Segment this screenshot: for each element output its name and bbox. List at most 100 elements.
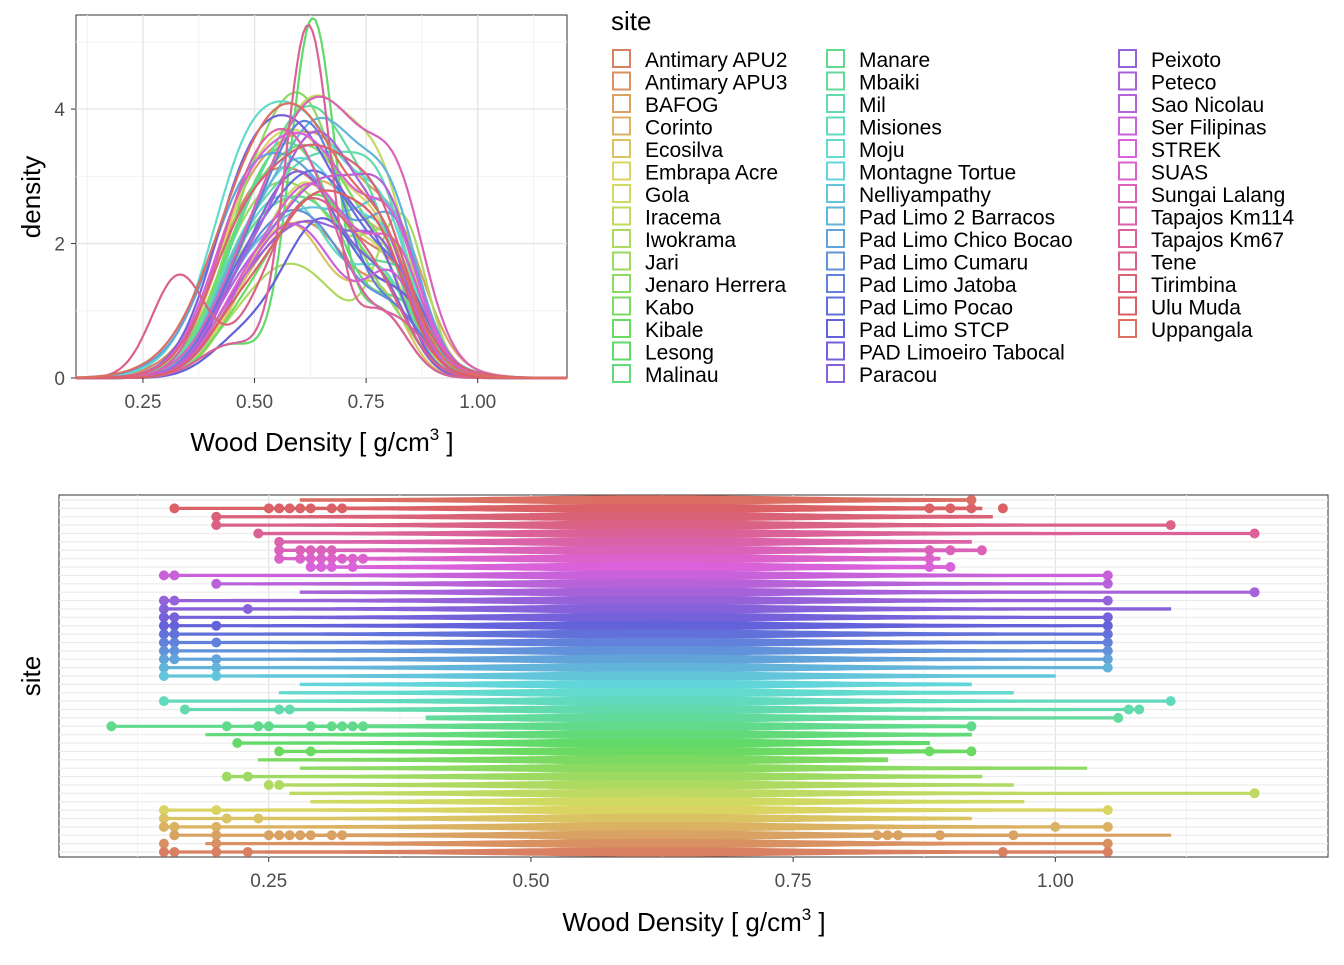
legend-label: Antimary APU2 (645, 49, 787, 72)
legend-swatch (826, 319, 845, 338)
legend-swatch (612, 71, 631, 91)
outlier-point (1102, 620, 1113, 631)
outlier-point (274, 553, 285, 564)
outlier-point (263, 780, 274, 790)
violin-shape (278, 553, 941, 564)
violin-shape (257, 755, 888, 765)
outlier-point (337, 503, 348, 514)
legend-swatch (612, 49, 631, 68)
legend-label: Iwokrama (645, 229, 736, 252)
x-tick-label: 0.50 (512, 871, 549, 892)
legend-swatch (1118, 116, 1137, 136)
outlier-point (169, 629, 180, 640)
outlier-point (347, 553, 358, 564)
legend-label: Peixoto (1151, 49, 1221, 72)
legend-swatch (612, 364, 631, 383)
outlier-point (158, 654, 169, 665)
legend-swatch (826, 206, 845, 226)
density-y-axis-label: density (16, 156, 46, 238)
outlier-point (211, 838, 222, 849)
legend-label: Sungai Lalang (1151, 184, 1285, 207)
outlier-point (1102, 847, 1113, 857)
outlier-point (872, 830, 882, 841)
x-tick-label: 0.50 (236, 392, 273, 413)
outlier-point (284, 704, 295, 715)
outlier-point (263, 721, 274, 732)
violin-shape (278, 780, 1014, 790)
outlier-point (966, 503, 977, 514)
legend-swatch (1118, 161, 1137, 181)
outlier-point (158, 821, 169, 832)
outlier-point (316, 553, 327, 564)
outlier-point (158, 696, 169, 707)
legend-label: Paracou (859, 364, 937, 387)
legend-swatch (612, 139, 631, 158)
outlier-point (169, 654, 180, 665)
outlier-point (169, 503, 180, 514)
violin-shape (163, 604, 1172, 614)
outlier-point (1008, 830, 1019, 841)
legend-label: Tene (1151, 252, 1197, 275)
legend-swatch (826, 364, 845, 383)
legend-label: Pad Limo 2 Barracos (859, 207, 1055, 230)
density-x-ticks: 0.25 0.50 0.75 1.00 (124, 378, 496, 413)
outlier-point (945, 562, 956, 572)
outlier-point (158, 612, 169, 623)
violin-panel: 0.25 0.50 0.75 1.00 Wood Density [ g/cm3 ] … (16, 494, 1329, 937)
outlier-point (337, 721, 348, 732)
outlier-point (169, 645, 180, 656)
legend-swatch (1118, 319, 1137, 338)
violin-shape (215, 512, 993, 522)
legend-swatch (612, 184, 631, 203)
outlier-point (242, 604, 253, 614)
legend-swatch (612, 94, 631, 113)
legend-label: Gola (645, 184, 690, 207)
outlier-point (1102, 838, 1113, 849)
outlier-point (305, 721, 316, 732)
outlier-point (211, 671, 222, 681)
outlier-point (158, 838, 169, 849)
legend-swatch (826, 251, 845, 271)
legend-swatch (826, 49, 845, 68)
outlier-point (1102, 612, 1113, 623)
outlier-point (274, 830, 285, 841)
legend-swatch (826, 94, 845, 113)
legend-label: Sao Nicolau (1151, 94, 1264, 117)
legend-label: PAD Limoeiro Tabocal (859, 342, 1065, 365)
legend-swatch (612, 116, 631, 136)
outlier-point (1123, 704, 1134, 715)
legend-label: Uppangala (1151, 319, 1253, 342)
outlier-point (358, 721, 369, 732)
outlier-point (1102, 578, 1113, 589)
outlier-point (945, 545, 956, 556)
density-line (76, 143, 567, 380)
outlier-point (158, 813, 169, 824)
outlier-point (295, 553, 306, 564)
outlier-point (924, 503, 935, 514)
violin-shape (299, 679, 972, 690)
legend-swatch (1118, 206, 1137, 226)
outlier-point (274, 780, 285, 790)
outlier-point (106, 721, 117, 732)
density-line (75, 102, 567, 380)
outlier-point (305, 562, 316, 572)
legend-swatch (1118, 296, 1137, 316)
legend-swatch (826, 274, 845, 293)
legend-swatch (826, 139, 845, 158)
violin-shape (226, 771, 983, 782)
legend-label: Pad Limo Jatoba (859, 274, 1017, 297)
outlier-point (211, 578, 222, 589)
violin-shapes (111, 495, 1255, 857)
x-tick-label: 0.75 (348, 392, 385, 413)
legend-label: Lesong (645, 342, 714, 365)
outlier-point (169, 637, 180, 648)
outlier-point (158, 645, 169, 656)
outlier-point (211, 847, 222, 857)
outlier-point (211, 620, 222, 631)
outlier-point (945, 503, 956, 514)
outlier-point (305, 503, 316, 514)
legend-label: Embrapa Acre (645, 162, 778, 185)
legend-swatch (612, 206, 631, 226)
